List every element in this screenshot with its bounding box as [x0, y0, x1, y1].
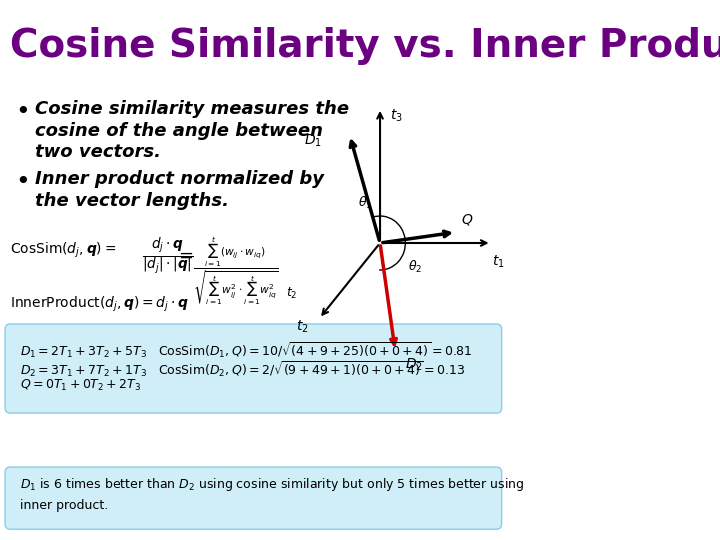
Text: $\mathrm{InnerProduct}(\boldsymbol{d_j}, \boldsymbol{q}) = \boldsymbol{d_j} \cdo: $\mathrm{InnerProduct}(\boldsymbol{d_j},… [10, 294, 189, 314]
Text: Inner product normalized by: Inner product normalized by [35, 170, 325, 188]
Text: $D_1$: $D_1$ [304, 132, 322, 149]
Text: $D_2 = 3T_1 + 7T_2 + 1T_3$   $\mathrm{CosSim}(D_2, Q) = 2 / \sqrt{(9+49+1)(0+0+4: $D_2 = 3T_1 + 7T_2 + 1T_3$ $\mathrm{CosS… [20, 359, 466, 379]
Text: $=$: $=$ [175, 246, 194, 264]
Text: $t_2$: $t_2$ [297, 319, 309, 335]
Text: $Q$: $Q$ [461, 212, 474, 227]
Text: the vector lengths.: the vector lengths. [35, 192, 230, 210]
Text: $t_2$: $t_2$ [287, 286, 298, 301]
Text: Cosine similarity measures the: Cosine similarity measures the [35, 100, 350, 118]
Text: $\theta_2$: $\theta_2$ [408, 259, 422, 275]
Text: $D_1$ is 6 times better than $D_2$ using cosine similarity but only 5 times bett: $D_1$ is 6 times better than $D_2$ using… [20, 476, 525, 512]
Text: cosine of the angle between: cosine of the angle between [35, 122, 323, 139]
FancyBboxPatch shape [5, 324, 502, 413]
Text: $\theta_1$: $\theta_1$ [358, 194, 372, 211]
Text: •: • [15, 170, 30, 194]
Text: two vectors.: two vectors. [35, 143, 161, 161]
Text: $t_1$: $t_1$ [492, 254, 504, 270]
Text: $\frac{\sum_{i=1}^{t}(w_{ij} \cdot w_{iq})}{\sqrt{\sum_{i=1}^{t} w_{ij}^2 \cdot : $\frac{\sum_{i=1}^{t}(w_{ij} \cdot w_{iq… [192, 235, 278, 307]
Text: $\frac{\boldsymbol{d_j} \cdot \boldsymbol{q}}{|\boldsymbol{d_j}| \cdot |\boldsym: $\frac{\boldsymbol{d_j} \cdot \boldsymbo… [142, 235, 194, 275]
Text: $t_3$: $t_3$ [390, 108, 403, 124]
Text: Cosine Similarity vs. Inner Product: Cosine Similarity vs. Inner Product [10, 27, 720, 65]
FancyBboxPatch shape [5, 467, 502, 529]
Text: $Q = 0T_1 + 0T_2 + 2T_3$: $Q = 0T_1 + 0T_2 + 2T_3$ [20, 378, 142, 393]
Text: •: • [15, 100, 30, 124]
Text: $D_2$: $D_2$ [405, 356, 423, 373]
Text: $\mathrm{CosSim}(\boldsymbol{d_j}, \boldsymbol{q}) =$: $\mathrm{CosSim}(\boldsymbol{d_j}, \bold… [10, 240, 117, 260]
Text: $D_1 = 2T_1 + 3T_2 + 5T_3$   $\mathrm{CosSim}(D_1, Q) = 10 / \sqrt{(4+9+25)(0+0+: $D_1 = 2T_1 + 3T_2 + 5T_3$ $\mathrm{CosS… [20, 340, 473, 360]
